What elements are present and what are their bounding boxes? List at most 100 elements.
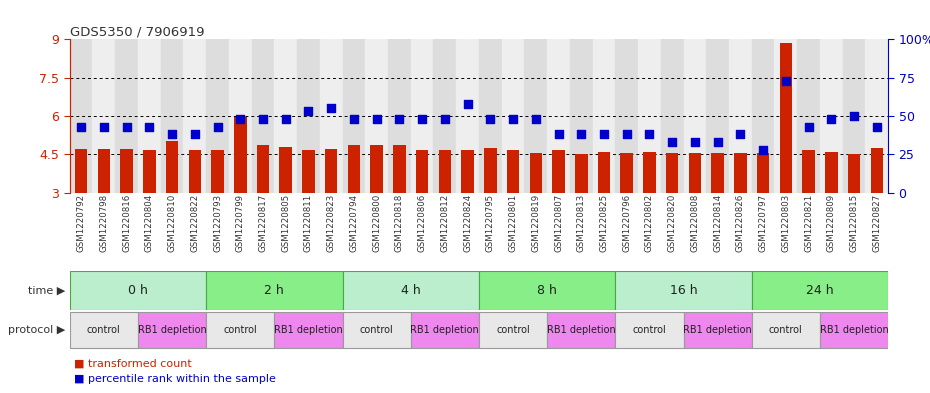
Bar — [484, 148, 497, 193]
Bar — [461, 151, 473, 193]
Point — [278, 116, 293, 122]
Bar — [575, 154, 588, 193]
Bar — [143, 151, 155, 193]
Point — [711, 139, 725, 145]
Bar — [688, 153, 701, 193]
Bar — [439, 151, 451, 193]
Point — [165, 131, 179, 138]
Bar — [547, 39, 570, 193]
Text: RB1 depletion: RB1 depletion — [274, 325, 343, 335]
Bar — [666, 153, 678, 193]
Bar — [729, 39, 751, 193]
Text: RB1 depletion: RB1 depletion — [410, 325, 479, 335]
Bar — [751, 312, 820, 348]
Bar — [552, 151, 565, 193]
Bar — [775, 39, 797, 193]
Bar — [342, 39, 365, 193]
Text: 4 h: 4 h — [401, 284, 420, 298]
Point — [324, 105, 339, 111]
Bar — [74, 149, 87, 193]
Bar — [711, 153, 724, 193]
Bar — [620, 153, 633, 193]
Text: RB1 depletion: RB1 depletion — [547, 325, 616, 335]
Bar — [161, 39, 183, 193]
Bar — [479, 271, 616, 310]
Bar — [206, 271, 342, 310]
Bar — [684, 312, 751, 348]
Text: 24 h: 24 h — [806, 284, 834, 298]
Bar — [598, 152, 610, 193]
Bar — [320, 39, 342, 193]
Point — [232, 116, 247, 122]
Text: 0 h: 0 h — [128, 284, 148, 298]
Point — [119, 123, 134, 130]
Point — [301, 108, 316, 114]
Bar — [257, 145, 269, 193]
Bar — [252, 39, 274, 193]
Bar — [820, 39, 843, 193]
Bar — [570, 39, 592, 193]
Point — [528, 116, 543, 122]
Bar — [234, 117, 246, 193]
Bar — [866, 39, 888, 193]
Point — [415, 116, 430, 122]
Bar — [70, 39, 92, 193]
Bar — [115, 39, 138, 193]
Point — [73, 123, 88, 130]
Bar — [751, 39, 775, 193]
Bar — [206, 312, 274, 348]
Point — [460, 101, 475, 107]
Bar — [661, 39, 684, 193]
Point — [483, 116, 498, 122]
Bar — [525, 39, 547, 193]
Text: RB1 depletion: RB1 depletion — [138, 325, 206, 335]
Bar — [183, 39, 206, 193]
Bar — [229, 39, 252, 193]
Bar — [274, 312, 342, 348]
Point — [369, 116, 384, 122]
Point — [801, 123, 816, 130]
Bar — [779, 43, 792, 193]
Point — [846, 113, 861, 119]
Bar — [206, 39, 229, 193]
Bar — [302, 151, 314, 193]
Text: RB1 depletion: RB1 depletion — [684, 325, 752, 335]
Bar — [348, 145, 360, 193]
Bar — [138, 312, 206, 348]
Bar — [734, 153, 747, 193]
Bar — [393, 145, 405, 193]
Bar — [706, 39, 729, 193]
Text: time ▶: time ▶ — [28, 286, 65, 296]
Point — [210, 123, 225, 130]
Text: ■ percentile rank within the sample: ■ percentile rank within the sample — [74, 374, 276, 384]
Point — [551, 131, 566, 138]
Point — [187, 131, 202, 138]
Bar — [120, 149, 133, 193]
Bar — [479, 312, 547, 348]
Bar — [70, 312, 138, 348]
Bar — [388, 39, 411, 193]
Point — [392, 116, 406, 122]
Point — [870, 123, 884, 130]
Bar — [279, 147, 292, 193]
Bar — [592, 39, 616, 193]
Text: control: control — [223, 325, 257, 335]
Bar — [166, 141, 179, 193]
Bar — [416, 151, 429, 193]
Bar — [684, 39, 706, 193]
Bar — [189, 151, 201, 193]
Point — [574, 131, 589, 138]
Text: control: control — [360, 325, 393, 335]
Bar — [479, 39, 501, 193]
Bar — [507, 151, 519, 193]
Bar — [757, 153, 769, 193]
Bar — [820, 312, 888, 348]
Point — [824, 116, 839, 122]
Bar — [870, 148, 883, 193]
Bar — [411, 312, 479, 348]
Bar — [803, 151, 815, 193]
Text: control: control — [769, 325, 803, 335]
Text: GDS5350 / 7906919: GDS5350 / 7906919 — [70, 25, 205, 38]
Bar — [138, 39, 161, 193]
Point — [506, 116, 521, 122]
